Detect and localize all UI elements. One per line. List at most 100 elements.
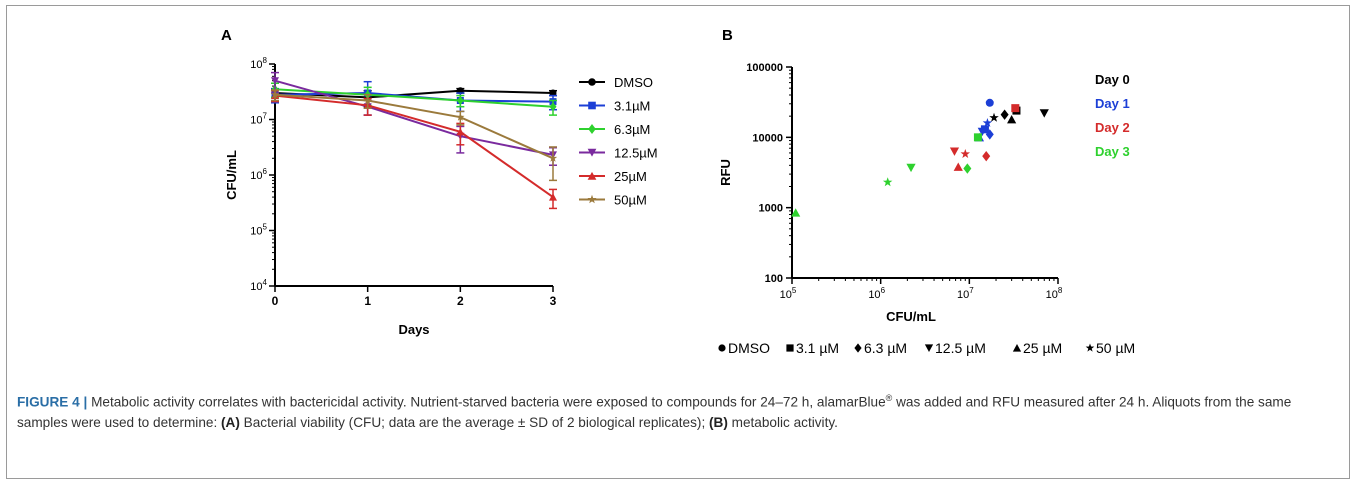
data-point xyxy=(549,89,557,97)
series-a-5 xyxy=(270,89,558,182)
y-tick-label-a: 105 xyxy=(250,223,267,238)
series-line xyxy=(274,79,554,156)
data-point xyxy=(456,95,464,106)
scatter-point xyxy=(1039,109,1049,118)
data-point xyxy=(456,127,465,136)
x-tick-label-b: 107 xyxy=(957,286,974,301)
y-tick-label-a: 108 xyxy=(250,56,267,71)
legend-marker xyxy=(587,194,597,204)
scatter-point xyxy=(989,112,999,122)
x-tick-label-a: 2 xyxy=(457,294,464,308)
legend-marker xyxy=(587,148,597,157)
data-point xyxy=(363,96,372,104)
legend-label: DMSO xyxy=(614,75,653,90)
y-axis-label-b: RFU xyxy=(718,159,733,186)
y-tick-label-a: 107 xyxy=(250,112,267,127)
marker-legend-symbol xyxy=(924,344,934,352)
y-axis-label-a: CFU/mL xyxy=(224,150,239,200)
legend-item-a-2: 6.3µM xyxy=(579,122,650,137)
y-tick-label-a: 106 xyxy=(250,167,267,182)
marker-legend-symbol xyxy=(718,344,726,352)
series-a-2 xyxy=(271,82,557,116)
series-line xyxy=(274,94,554,198)
scatter-point xyxy=(906,163,916,173)
legend-label: 6.3µM xyxy=(614,122,650,137)
x-axis-label-b: CFU/mL xyxy=(886,309,936,324)
scatter-point xyxy=(1000,109,1009,120)
legend-label: 12.5µM xyxy=(614,146,658,161)
scatter-point xyxy=(973,133,982,142)
marker-legend-label: 3.1 µM xyxy=(796,340,839,356)
legend-item-a-3: 12.5µM xyxy=(579,146,658,161)
marker-legend-label: 25 µM xyxy=(1023,340,1062,356)
y-tick-label-b: 1000 xyxy=(759,203,783,215)
marker-legend-symbol xyxy=(786,344,794,352)
legend-label: 25µM xyxy=(614,169,647,184)
scatter-point xyxy=(1007,114,1017,124)
scatter-point xyxy=(953,162,963,171)
caption-a-label: (A) xyxy=(221,414,240,430)
x-tick-label-a: 1 xyxy=(364,294,371,308)
day-legend-2: Day 2 xyxy=(1095,120,1130,135)
x-tick-label-a: 3 xyxy=(550,294,557,308)
marker-legend-label: 6.3 µM xyxy=(864,340,907,356)
legend-label: 50µM xyxy=(614,193,647,208)
y-tick-label-a: 104 xyxy=(250,278,267,293)
registered-mark: ® xyxy=(885,393,893,403)
marker-legend: DMSO 3.1 µM 6.3 µM 12.5 µM 25 µM 50 µM xyxy=(718,340,1135,356)
series-line xyxy=(274,93,554,160)
scatter-point xyxy=(985,98,994,107)
y-tick-label-b: 100000 xyxy=(746,62,783,74)
scatter-point xyxy=(1011,104,1020,113)
legend-marker xyxy=(588,124,596,134)
x-axis-label-a: Days xyxy=(398,322,429,337)
figure-caption: FIGURE 4 | Metabolic activity correlates… xyxy=(17,388,1342,433)
marker-legend-symbol xyxy=(1012,344,1022,352)
data-point xyxy=(548,153,558,162)
x-tick-label-b: 105 xyxy=(780,286,797,301)
caption-text-2: was added and RFU measured after 24 h. A… xyxy=(17,394,1292,430)
y-tick-label-b: 100 xyxy=(765,273,783,285)
scatter-point xyxy=(982,118,993,127)
scatter-point xyxy=(960,149,970,158)
marker-legend-label: 50 µM xyxy=(1096,340,1135,356)
legend-marker xyxy=(588,78,596,86)
scatter-point xyxy=(963,163,972,174)
series-line xyxy=(274,88,554,108)
x-tick-label-b: 106 xyxy=(868,286,885,301)
panel-a-label: A xyxy=(221,27,232,44)
legend-marker xyxy=(587,171,597,180)
scatter-point xyxy=(985,129,994,140)
caption-text-4: metabolic activity. xyxy=(727,414,838,430)
marker-legend-symbol xyxy=(1085,343,1095,352)
scatter-point xyxy=(949,147,960,156)
marker-legend-label: 12.5 µM xyxy=(935,340,986,356)
y-tick-label-b: 10000 xyxy=(752,132,783,144)
marker-legend-label: DMSO xyxy=(728,340,770,356)
x-tick-label-a: 0 xyxy=(272,294,279,308)
figure-canvas: A 104 105 106 107 108 0 1 2 3 Days CFU/mL DMSO 3.1µM… xyxy=(221,27,1135,356)
data-point xyxy=(548,193,558,201)
panel-a-chart: A 104 105 106 107 108 0 1 2 3 Days CFU/mL DMSO 3.1µM… xyxy=(221,27,658,337)
legend-item-a-1: 3.1µM xyxy=(579,99,650,114)
x-tick-label-b: 108 xyxy=(1046,286,1063,301)
caption-b-label: (B) xyxy=(709,414,728,430)
scatter-point xyxy=(791,208,801,217)
legend-item-a-5: 50µM xyxy=(579,193,647,208)
figure-frame xyxy=(6,5,1350,479)
scatter-point xyxy=(982,150,991,162)
series-line xyxy=(274,89,554,99)
data-point xyxy=(270,77,280,85)
panel-b-label: B xyxy=(722,27,733,44)
caption-text-3: Bacterial viability (CFU; data are the a… xyxy=(239,414,709,430)
caption-text-1: Metabolic activity correlates with bacte… xyxy=(91,394,886,410)
day-legend-1: Day 1 xyxy=(1095,96,1130,111)
data-point xyxy=(270,90,280,99)
scatter-point xyxy=(882,177,893,187)
scatter-point xyxy=(977,127,987,137)
caption-label: FIGURE 4 | xyxy=(17,394,88,410)
legend-item-a-0: DMSO xyxy=(579,75,653,90)
day-legend-0: Day 0 xyxy=(1095,72,1130,87)
legend-marker xyxy=(588,101,596,110)
panel-b-chart: B 100 1000 10000 100000 105 106 107 108 CFU/mL RF… xyxy=(718,27,1135,356)
